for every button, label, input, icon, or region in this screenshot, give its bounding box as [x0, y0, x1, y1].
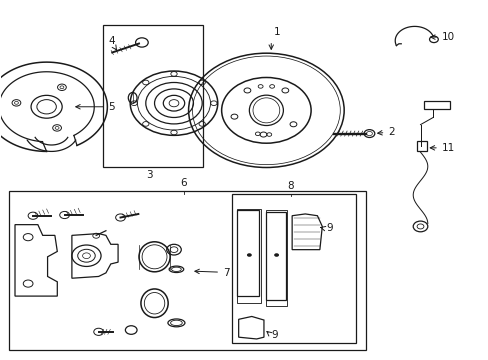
Circle shape [274, 253, 279, 257]
Bar [9, 191, 366, 350]
Text: 1: 1 [273, 27, 280, 37]
Bar [266, 212, 285, 300]
Text: 5: 5 [108, 102, 115, 112]
Text: 9: 9 [271, 330, 277, 341]
Bar [424, 101, 449, 109]
Text: 10: 10 [441, 32, 454, 42]
Bar [266, 210, 287, 306]
Circle shape [246, 253, 251, 257]
Text: 7: 7 [222, 268, 229, 278]
Text: 2: 2 [387, 127, 394, 137]
Text: 11: 11 [441, 143, 454, 153]
Bar [416, 141, 426, 152]
Bar [103, 24, 203, 167]
Bar [232, 194, 356, 342]
Bar [237, 208, 260, 303]
Text: 8: 8 [287, 181, 293, 192]
Bar [237, 210, 259, 296]
Text: 3: 3 [146, 170, 153, 180]
Text: 4: 4 [109, 36, 115, 46]
Text: 9: 9 [325, 223, 332, 233]
Text: 6: 6 [180, 178, 186, 188]
